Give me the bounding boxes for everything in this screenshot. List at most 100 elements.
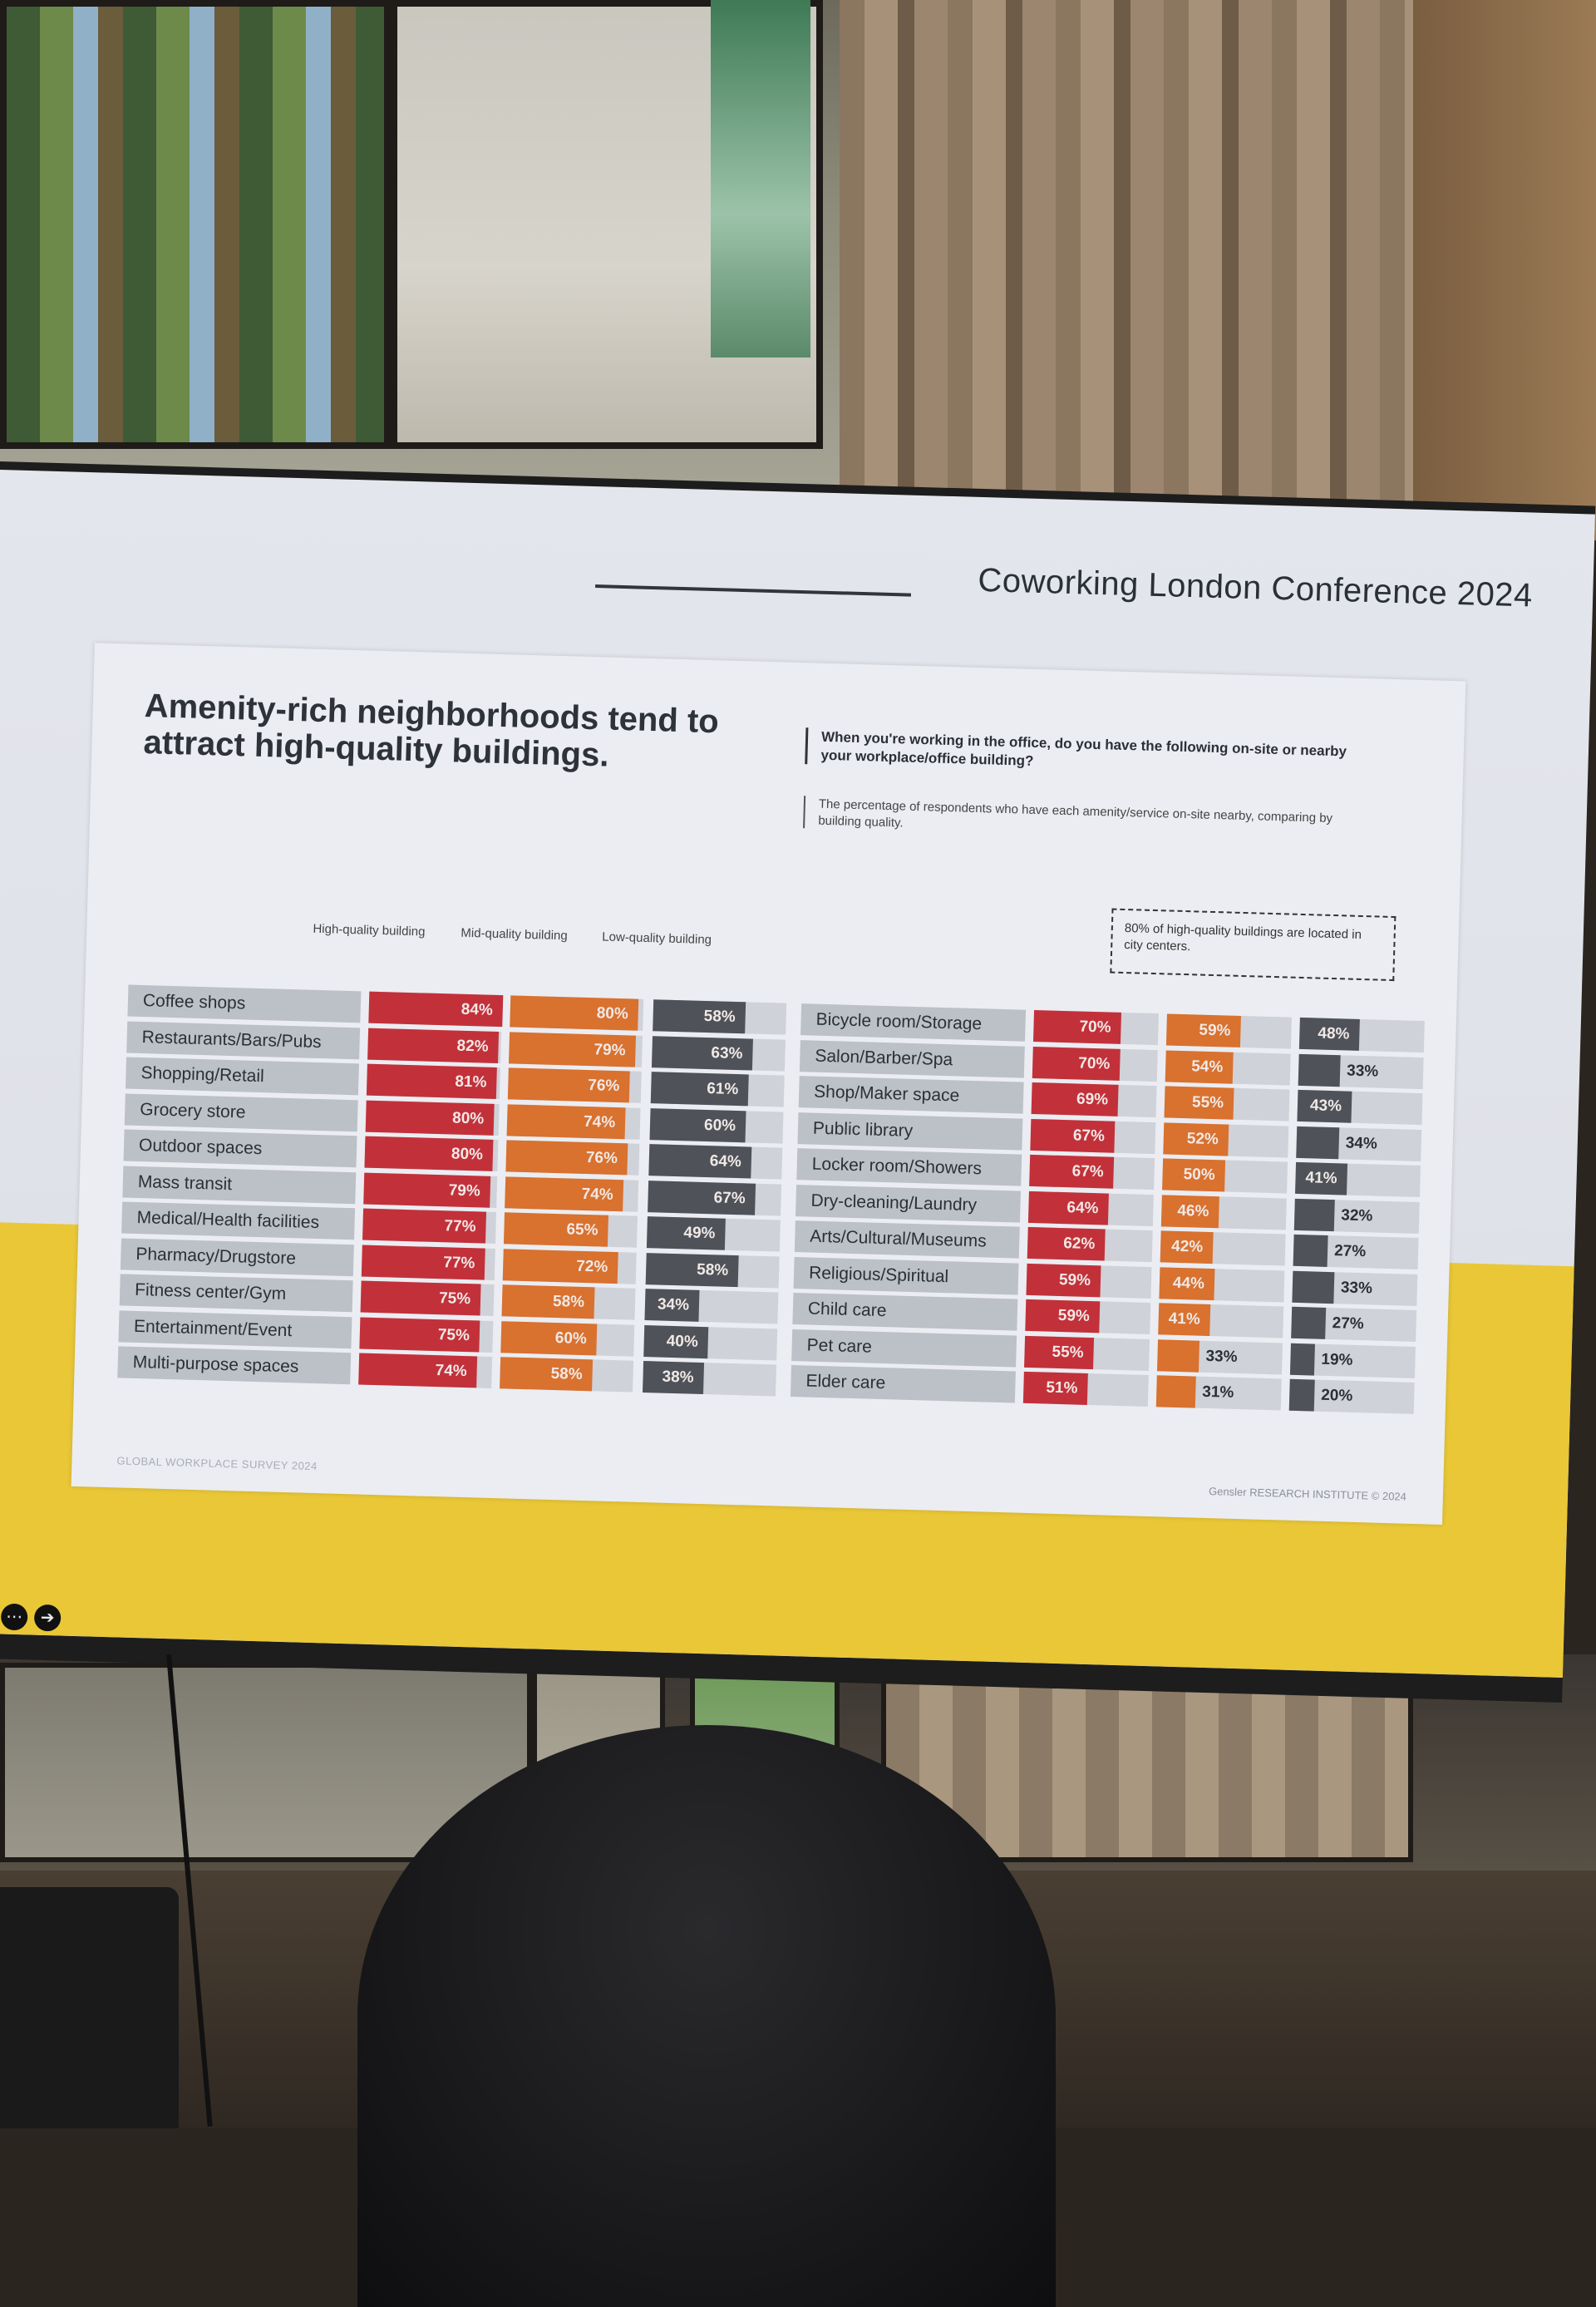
data-label: 42%: [1170, 1237, 1204, 1256]
data-label: 69%: [1076, 1090, 1109, 1109]
amenity-label: Medical/Health facilities: [121, 1201, 356, 1240]
conference-title: Coworking London Conference 2024: [977, 561, 1534, 614]
laptop: [0, 1887, 179, 2128]
amenity-label: Bicycle room/Storage: [800, 1003, 1027, 1042]
amenity-label: Elder care: [790, 1365, 1016, 1403]
amenity-label: Restaurants/Bars/Pubs: [126, 1021, 361, 1059]
curtain: [840, 0, 1438, 540]
bar-low: [1289, 1343, 1315, 1376]
bar-low: [1292, 1270, 1335, 1304]
data-label: 60%: [703, 1116, 736, 1135]
amenity-label: Multi-purpose spaces: [117, 1346, 352, 1385]
data-label: 33%: [1346, 1062, 1379, 1081]
amenity-label: Child care: [792, 1293, 1018, 1331]
left-chart-panel: [95, 643, 1465, 681]
data-label: 55%: [1052, 1343, 1084, 1362]
amenity-label: Salon/Barber/Spa: [799, 1039, 1025, 1078]
data-label: 43%: [1309, 1097, 1342, 1116]
amenity-label: Pet care: [791, 1328, 1017, 1368]
data-label: 81%: [455, 1072, 487, 1092]
more-options-icon[interactable]: ⋯: [0, 1603, 28, 1631]
decorative-rule: [595, 584, 911, 597]
amenity-label: Locker room/Showers: [796, 1148, 1022, 1186]
audience-head: [357, 1725, 1056, 2307]
data-label: 62%: [1062, 1235, 1096, 1254]
amenity-label: Fitness center/Gym: [119, 1274, 353, 1313]
amenity-label: Mass transit: [122, 1165, 357, 1204]
data-label: 44%: [1172, 1274, 1205, 1293]
monitor: Coworking London Conference 2024 Amenity…: [0, 461, 1596, 1703]
data-label: 82%: [456, 1037, 489, 1056]
data-label: 74%: [583, 1112, 616, 1131]
data-label: 58%: [550, 1364, 583, 1383]
column-header-low: Low-quality building: [602, 929, 712, 948]
survey-question-block: When you're working in the office, do yo…: [805, 727, 1354, 780]
data-label: 54%: [1190, 1057, 1224, 1076]
data-label: 75%: [438, 1289, 471, 1309]
window-pane-reflection: [711, 0, 810, 357]
footer-survey-name: GLOBAL WORKPLACE SURVEY 2024: [116, 1454, 318, 1473]
data-label: 75%: [437, 1325, 470, 1344]
data-label: 65%: [566, 1220, 598, 1240]
data-label: 50%: [1183, 1166, 1215, 1185]
data-label: 27%: [1332, 1314, 1364, 1333]
data-label: 72%: [575, 1257, 608, 1276]
monitor-screen: Coworking London Conference 2024 Amenity…: [0, 469, 1595, 1678]
amenity-label: Religious/Spiritual: [793, 1256, 1019, 1295]
slide: Amenity-rich neighborhoods tend to attra…: [71, 643, 1466, 1525]
data-label: 70%: [1078, 1054, 1111, 1073]
data-label: 80%: [451, 1145, 484, 1164]
data-label: 67%: [1071, 1162, 1104, 1181]
amenity-label: Shop/Maker space: [798, 1076, 1024, 1114]
slide-title: Amenity-rich neighborhoods tend to attra…: [143, 687, 720, 774]
bar-mid: [1155, 1375, 1196, 1408]
data-label: 58%: [703, 1007, 736, 1026]
data-label: 79%: [448, 1181, 481, 1200]
data-label: 79%: [594, 1040, 626, 1059]
amenity-label: Shopping/Retail: [125, 1057, 359, 1096]
bar-low: [1291, 1306, 1327, 1339]
data-label: 74%: [581, 1185, 613, 1204]
amenity-label: Coffee shops: [127, 984, 362, 1023]
data-label: 20%: [1320, 1386, 1353, 1405]
data-label: 27%: [1333, 1242, 1367, 1261]
data-label: 51%: [1046, 1378, 1078, 1398]
data-label: 76%: [585, 1149, 618, 1168]
data-label: 31%: [1202, 1383, 1234, 1402]
data-label: 64%: [709, 1152, 742, 1171]
next-slide-icon[interactable]: ➔: [33, 1604, 62, 1632]
data-label: 77%: [443, 1253, 475, 1272]
survey-question: When you're working in the office, do yo…: [820, 728, 1347, 769]
right-chart-panel: [95, 643, 1465, 681]
amenity-label: Dry-cleaning/Laundry: [796, 1184, 1021, 1223]
data-label: 33%: [1340, 1278, 1373, 1297]
data-label: 33%: [1205, 1347, 1238, 1366]
bar-mid: [1157, 1338, 1200, 1373]
data-label: 34%: [657, 1295, 690, 1314]
data-label: 64%: [1066, 1198, 1099, 1217]
data-label: 41%: [1168, 1309, 1201, 1328]
data-label: 59%: [1057, 1306, 1091, 1325]
data-label: 41%: [1305, 1169, 1337, 1188]
chart-subtitle: The percentage of respondents who have e…: [803, 796, 1351, 844]
data-label: 52%: [1186, 1129, 1219, 1148]
data-label: 55%: [1191, 1093, 1224, 1112]
window-pane-trees: [0, 0, 391, 449]
bar-low: [1293, 1198, 1335, 1231]
data-label: 40%: [666, 1332, 699, 1351]
data-label: 70%: [1079, 1018, 1111, 1037]
data-label: 80%: [451, 1109, 485, 1128]
amenity-label: Entertainment/Event: [118, 1309, 352, 1348]
bar-low: [1298, 1053, 1341, 1087]
data-label: 67%: [713, 1188, 746, 1207]
data-label: 59%: [1199, 1021, 1231, 1040]
amenity-label: Grocery store: [124, 1093, 358, 1131]
column-header-high: High-quality building: [313, 921, 426, 939]
data-label: 58%: [696, 1260, 729, 1279]
data-label: 84%: [461, 1000, 494, 1019]
data-label: 46%: [1177, 1201, 1209, 1220]
amenity-label: Outdoor spaces: [123, 1129, 357, 1168]
data-label: 32%: [1341, 1205, 1373, 1225]
data-label: 61%: [706, 1080, 739, 1099]
callout-box: 80% of high-quality buildings are locate…: [1110, 908, 1396, 982]
